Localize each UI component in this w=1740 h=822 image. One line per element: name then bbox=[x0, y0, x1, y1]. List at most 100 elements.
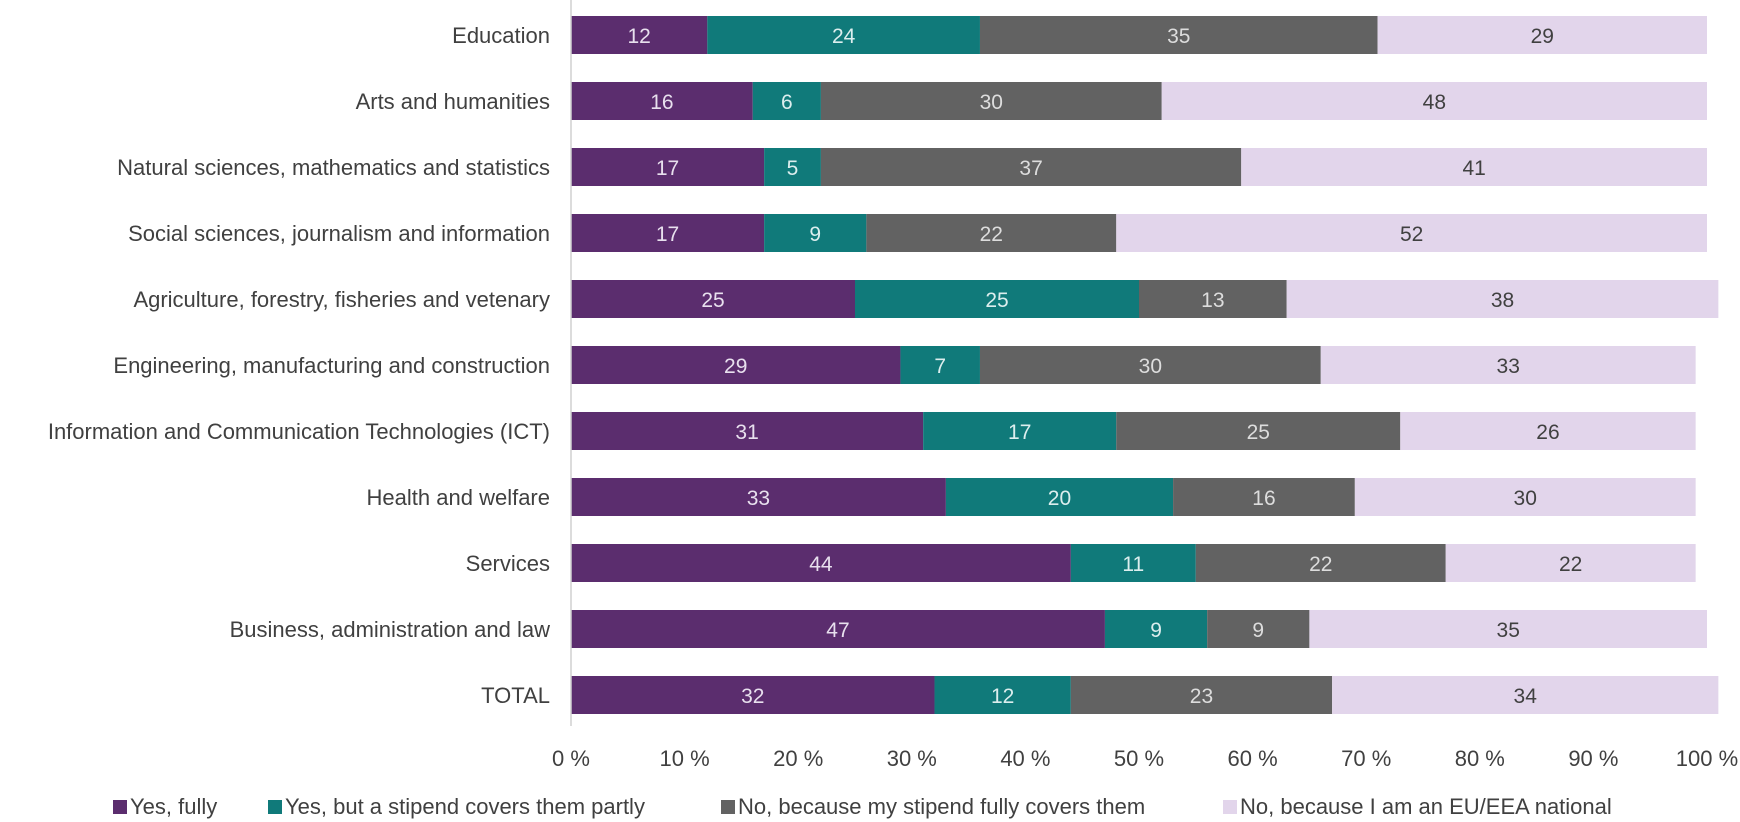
data-label: 26 bbox=[1536, 421, 1559, 444]
bar-segment bbox=[1309, 610, 1707, 648]
bars-group bbox=[571, 16, 1719, 714]
bar-segment bbox=[945, 478, 1174, 516]
bar-segment bbox=[571, 478, 946, 516]
legend: Yes, fully Yes, but a stipend covers them… bbox=[113, 794, 1612, 819]
category-label: Health and welfare bbox=[367, 485, 550, 510]
data-label: 17 bbox=[656, 223, 679, 246]
bar-segment bbox=[571, 82, 753, 120]
data-label: 30 bbox=[1514, 487, 1537, 510]
data-label: 20 bbox=[1048, 487, 1071, 510]
bar-segment bbox=[1445, 544, 1696, 582]
data-label: 12 bbox=[627, 25, 650, 48]
data-label: 22 bbox=[980, 223, 1003, 246]
data-label: 6 bbox=[781, 91, 793, 114]
bar-segment bbox=[979, 16, 1378, 54]
category-label: Agriculture, forestry, fisheries and vet… bbox=[133, 287, 550, 312]
category-label: Social sciences, journalism and informat… bbox=[128, 221, 550, 246]
bar-segment bbox=[1116, 412, 1401, 450]
bar-segment bbox=[855, 280, 1139, 318]
bar-segment bbox=[923, 412, 1117, 450]
data-label: 13 bbox=[1201, 289, 1224, 312]
bar-segment bbox=[764, 148, 821, 186]
category-label: Services bbox=[466, 551, 550, 576]
bar-segment bbox=[571, 610, 1105, 648]
data-label: 9 bbox=[1252, 619, 1264, 642]
data-label: 38 bbox=[1491, 289, 1514, 312]
bar-segment bbox=[1116, 214, 1707, 252]
data-label: 32 bbox=[741, 685, 764, 708]
bar-segment bbox=[1332, 676, 1719, 714]
data-label: 31 bbox=[735, 421, 758, 444]
data-label: 34 bbox=[1514, 685, 1538, 708]
bar-segment bbox=[1354, 478, 1696, 516]
bar-segment bbox=[752, 82, 821, 120]
legend-swatch bbox=[113, 800, 127, 814]
data-label: 30 bbox=[980, 91, 1003, 114]
x-tick-label: 80 % bbox=[1455, 746, 1505, 771]
bar-segment bbox=[979, 346, 1321, 384]
bar-segment bbox=[1400, 412, 1696, 450]
category-label: Engineering, manufacturing and construct… bbox=[113, 353, 550, 378]
x-tick-label: 70 % bbox=[1341, 746, 1391, 771]
data-label: 9 bbox=[1150, 619, 1162, 642]
bar-segment bbox=[707, 16, 980, 54]
bar-segment bbox=[866, 214, 1117, 252]
bar-segment bbox=[1139, 280, 1287, 318]
data-label: 12 bbox=[991, 685, 1014, 708]
legend-label: No, because I am an EU/EEA national bbox=[1240, 794, 1612, 819]
bar-segment bbox=[1286, 280, 1719, 318]
bar-segment bbox=[934, 676, 1071, 714]
x-tick-label: 30 % bbox=[887, 746, 937, 771]
bar-segment bbox=[571, 214, 765, 252]
bar-segment bbox=[1241, 148, 1707, 186]
data-label: 29 bbox=[1531, 25, 1554, 48]
data-label: 44 bbox=[809, 553, 833, 576]
data-label: 16 bbox=[1252, 487, 1275, 510]
bar-segment bbox=[571, 676, 935, 714]
value-labels-group: 12 24 35 29 16 6 30 48 17 5 37 41 17 9 22 52 25 25 13 38 29 7… bbox=[627, 25, 1582, 708]
data-label: 30 bbox=[1139, 355, 1162, 378]
x-tick-label: 60 % bbox=[1228, 746, 1278, 771]
category-label: Information and Communication Technologi… bbox=[48, 419, 550, 444]
bar-segment bbox=[571, 148, 765, 186]
bar-segment bbox=[1161, 82, 1707, 120]
data-label: 16 bbox=[650, 91, 673, 114]
category-labels-group: Education Arts and humanities Natural scie… bbox=[48, 23, 550, 708]
bar-segment bbox=[1207, 610, 1310, 648]
x-tick-label: 40 % bbox=[1000, 746, 1050, 771]
x-tick-label: 100 % bbox=[1676, 746, 1738, 771]
category-label: Business, administration and law bbox=[230, 617, 550, 642]
data-label: 29 bbox=[724, 355, 747, 378]
category-label: Arts and humanities bbox=[356, 89, 550, 114]
data-label: 11 bbox=[1122, 553, 1144, 576]
category-label: Education bbox=[452, 23, 550, 48]
data-label: 22 bbox=[1559, 553, 1582, 576]
bar-segment bbox=[571, 412, 924, 450]
bar-segment bbox=[571, 280, 855, 318]
legend-label: No, because my stipend fully covers them bbox=[738, 794, 1145, 819]
bar-segment bbox=[1377, 16, 1707, 54]
bar-segment bbox=[571, 544, 1071, 582]
data-label: 52 bbox=[1400, 223, 1423, 246]
data-label: 23 bbox=[1190, 685, 1213, 708]
bar-segment bbox=[1320, 346, 1696, 384]
x-tick-labels-group: 0 % 10 % 20 % 30 % 40 % 50 % 60 % 70 % 80 % 90 % 1… bbox=[552, 746, 1738, 771]
bar-segment bbox=[571, 346, 901, 384]
legend-swatch bbox=[268, 800, 282, 814]
bar-segment bbox=[571, 16, 708, 54]
data-label: 48 bbox=[1423, 91, 1446, 114]
data-label: 9 bbox=[809, 223, 821, 246]
legend-swatch bbox=[1223, 800, 1237, 814]
bar-segment bbox=[820, 148, 1242, 186]
data-label: 24 bbox=[832, 25, 856, 48]
data-label: 25 bbox=[985, 289, 1008, 312]
bar-segment bbox=[1173, 478, 1355, 516]
data-label: 41 bbox=[1462, 157, 1485, 180]
bar-segment bbox=[764, 214, 867, 252]
category-label: Natural sciences, mathematics and statis… bbox=[117, 155, 550, 180]
data-label: 25 bbox=[1247, 421, 1270, 444]
legend-label: Yes, fully bbox=[130, 794, 217, 819]
bar-segment bbox=[1070, 676, 1333, 714]
data-label: 17 bbox=[1008, 421, 1031, 444]
